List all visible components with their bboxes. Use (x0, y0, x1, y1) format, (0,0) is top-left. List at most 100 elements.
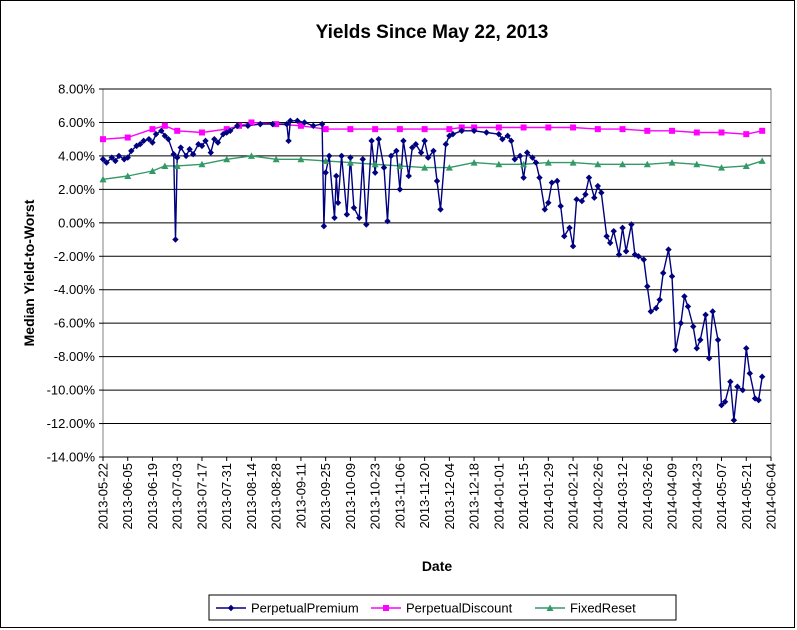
data-point-perpetualpremium (668, 273, 676, 280)
data-point-perpetualpremium (380, 164, 388, 171)
data-point-perpetualpremium (545, 199, 552, 206)
y-tick-label: 0.00% (58, 215, 95, 230)
x-tick-label: 2014-02-26 (590, 463, 605, 530)
data-point-perpetualpremium (219, 130, 227, 138)
data-point-perpetualpremium (536, 174, 543, 181)
data-point-perpetualpremium (189, 151, 197, 158)
y-tick-label: -8.00% (54, 349, 96, 364)
data-point-fixedreset (495, 160, 503, 168)
data-point-perpetualpremium (615, 251, 623, 258)
data-point-fixedreset (297, 155, 305, 163)
data-point-perpetualdiscount (297, 122, 304, 129)
x-tick-label: 2014-01-15 (516, 463, 531, 530)
data-point-perpetualpremium (343, 211, 351, 218)
data-point-perpetualpremium (356, 214, 363, 221)
data-point-fixedreset (396, 162, 404, 169)
data-point-perpetualpremium (152, 130, 160, 138)
data-point-fixedreset (198, 160, 206, 168)
y-tick-label: -6.00% (54, 316, 96, 331)
data-point-perpetualpremium (322, 169, 329, 176)
data-point-fixedreset (346, 159, 354, 166)
data-point-perpetualpremium (520, 174, 527, 181)
data-point-perpetualpremium (103, 159, 110, 166)
data-point-perpetualdiscount (149, 126, 156, 133)
data-point-perpetualpremium (446, 132, 453, 140)
data-point-perpetualpremium (384, 217, 391, 225)
data-point-perpetualpremium (603, 233, 610, 240)
data-point-perpetualpremium (585, 174, 593, 181)
data-point-perpetualpremium (430, 147, 437, 155)
data-point-perpetualpremium (371, 169, 379, 176)
y-tick-label: -14.00% (47, 450, 96, 465)
data-point-perpetualdiscount (372, 126, 379, 133)
data-point-fixedreset (742, 162, 750, 169)
y-tick-label: 8.00% (58, 82, 95, 97)
x-tick-label: 2014-03-26 (640, 463, 655, 530)
data-point-perpetualdiscount (421, 126, 428, 133)
data-point-perpetualpremium (705, 355, 713, 362)
x-tick-label: 2013-09-11 (293, 463, 308, 529)
data-point-perpetualpremium (393, 147, 400, 155)
data-point-perpetualpremium (635, 253, 642, 260)
x-tick-label: 2013-05-22 (96, 463, 111, 530)
data-point-perpetualpremium (684, 303, 692, 310)
data-point-perpetualpremium (257, 120, 264, 128)
data-point-fixedreset (668, 159, 676, 166)
data-point-perpetualpremium (553, 177, 561, 185)
data-point-perpetualpremium (569, 243, 577, 250)
data-point-perpetualpremium (499, 135, 506, 143)
data-point-perpetualpremium (149, 139, 156, 146)
data-point-perpetualpremium (334, 199, 342, 206)
data-point-perpetualdiscount (100, 136, 106, 143)
x-tick-label: 2013-11-06 (392, 463, 407, 529)
data-point-perpetualdiscount (594, 126, 601, 133)
legend-box (208, 594, 677, 621)
data-point-perpetualpremium (529, 154, 536, 161)
data-point-fixedreset (619, 160, 627, 168)
data-point-perpetualpremium (347, 154, 354, 161)
data-point-perpetualpremium (702, 311, 709, 319)
data-point-perpetualpremium (495, 130, 503, 138)
data-point-perpetualpremium (727, 378, 734, 385)
data-point-perpetualpremium (647, 308, 655, 315)
data-point-fixedreset (161, 162, 169, 169)
data-point-perpetualpremium (523, 149, 531, 156)
data-point-perpetualpremium (677, 319, 685, 327)
x-tick-label: 2013-07-17 (194, 463, 209, 530)
data-point-perpetualpremium (693, 345, 700, 352)
data-point-perpetualdiscount (124, 134, 131, 141)
data-point-perpetualpremium (301, 119, 308, 126)
x-tick-label: 2013-12-04 (442, 463, 457, 530)
data-point-perpetualpremium (433, 177, 441, 185)
data-point-fixedreset (247, 152, 255, 159)
x-tick-label: 2013-07-31 (219, 463, 234, 530)
data-point-perpetualpremium (734, 383, 741, 390)
x-tick-label: 2014-06-04 (764, 463, 779, 530)
data-point-perpetualpremium (182, 152, 190, 160)
data-point-fixedreset (421, 164, 429, 171)
data-point-perpetualdiscount (471, 124, 478, 131)
data-point-perpetualdiscount (619, 126, 626, 133)
data-point-perpetualdiscount (198, 129, 205, 136)
data-point-perpetualdiscount (520, 124, 527, 131)
data-point-perpetualpremium (721, 398, 729, 405)
data-point-fixedreset (718, 164, 726, 171)
data-point-perpetualpremium (244, 122, 252, 129)
gridlines (103, 88, 771, 458)
data-point-perpetualpremium (628, 221, 635, 228)
data-point-perpetualpremium (333, 172, 340, 180)
data-point-perpetualpremium (718, 401, 725, 409)
data-point-perpetualpremium (644, 283, 651, 290)
data-point-fixedreset (99, 175, 107, 183)
data-point-perpetualdiscount (273, 121, 280, 128)
data-point-perpetualpremium (202, 137, 209, 145)
data-point-perpetualpremium (234, 122, 241, 129)
data-point-perpetualpremium (318, 120, 326, 128)
data-point-perpetualpremium (186, 146, 193, 153)
data-point-perpetualdiscount (718, 129, 725, 136)
y-tick-label: -12.00% (47, 416, 96, 431)
data-point-perpetualpremium (582, 191, 589, 198)
data-point-perpetualpremium (421, 137, 428, 145)
legend-marker-perpetualpremium (227, 604, 235, 612)
data-point-perpetualpremium (99, 156, 107, 163)
